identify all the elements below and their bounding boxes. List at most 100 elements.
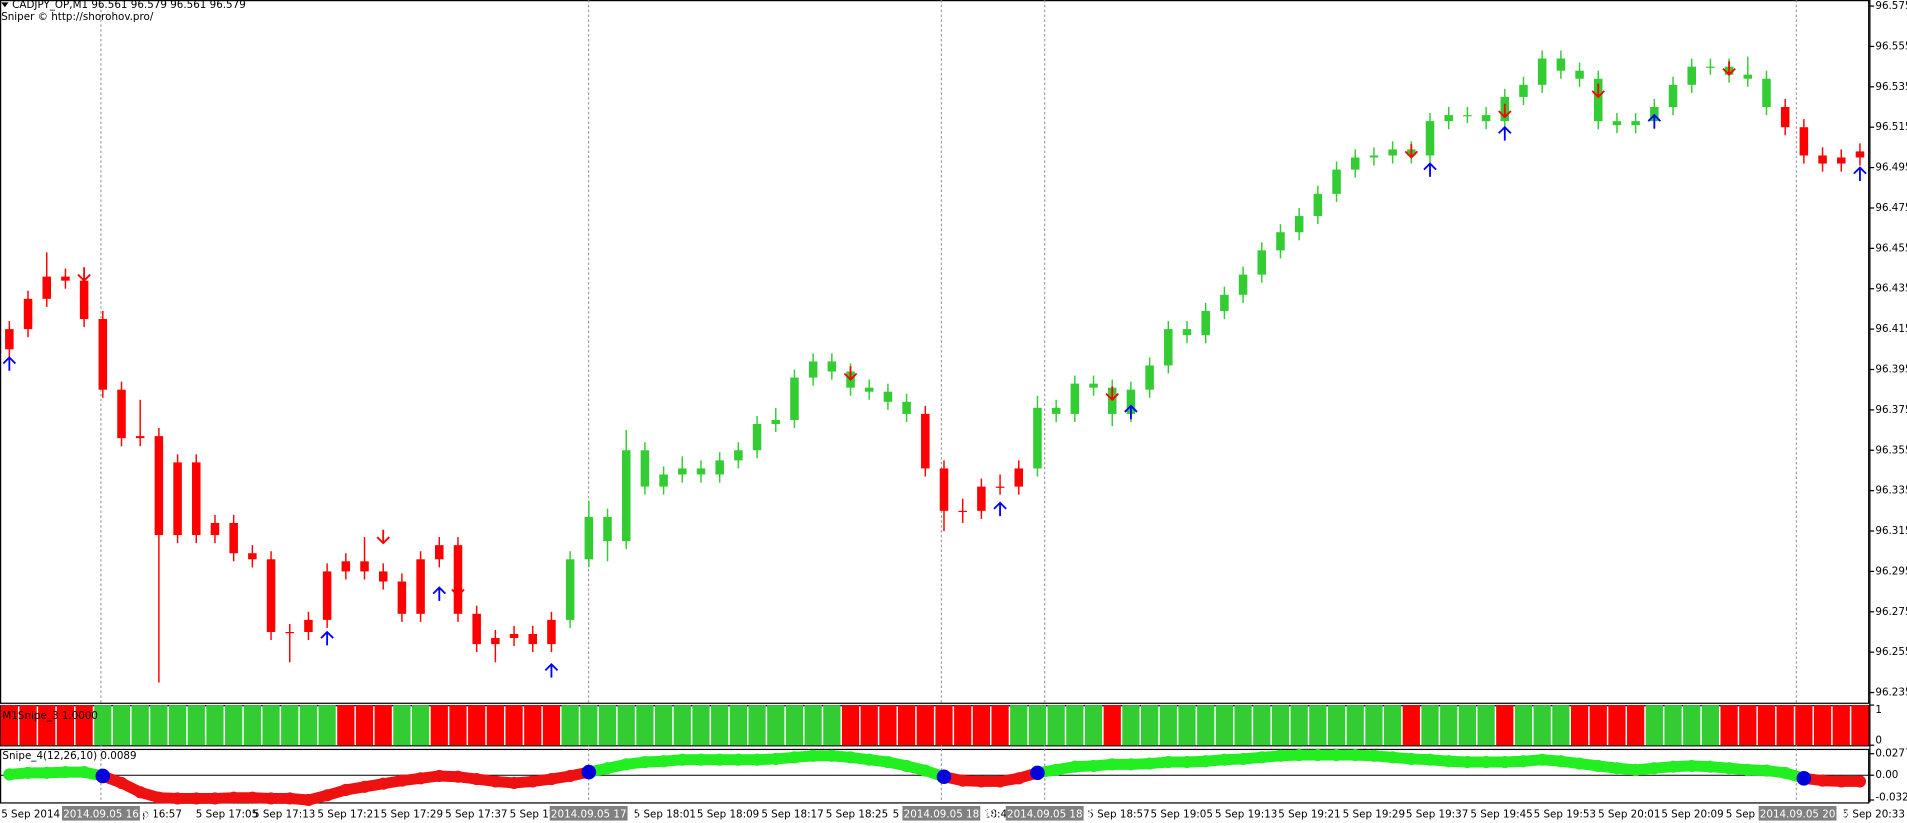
candle-body	[23, 298, 33, 330]
candle-body	[1631, 121, 1640, 126]
y-tick-label: 96.315	[1875, 525, 1907, 537]
sell-arrow	[1591, 83, 1605, 99]
chart-title: CADJPY_OP,M1 96.561 96.579 96.561 96.579	[12, 0, 246, 11]
buy-arrow	[320, 630, 334, 646]
candle-body	[827, 361, 837, 372]
histogram-bar	[954, 705, 972, 746]
histogram-bar	[243, 705, 261, 746]
oscillator-dot	[358, 780, 371, 793]
histogram-bar	[972, 705, 990, 746]
histogram-bar	[1066, 705, 1084, 746]
histogram-bar	[561, 705, 579, 746]
candle-body	[304, 619, 313, 632]
oscillator-dot	[1068, 760, 1081, 773]
histogram-bar	[38, 705, 56, 746]
oscillator-dot	[152, 791, 165, 804]
histogram-bar	[393, 705, 411, 746]
candle-body	[1481, 115, 1491, 122]
oscillator-dot	[171, 792, 184, 805]
candle-body	[883, 391, 893, 402]
candle-body	[135, 436, 145, 439]
histogram-bar	[841, 705, 860, 746]
y-tick-label: 96.435	[1875, 283, 1907, 295]
candle-body	[1519, 84, 1528, 97]
candle-body	[1089, 383, 1098, 388]
y-tick-label: 96.555	[1875, 40, 1907, 52]
oscillator-dot	[769, 752, 782, 766]
x-tick-label: 5 Sep 18:01	[634, 808, 696, 820]
y-tick-label: 96.455	[1875, 242, 1907, 254]
y-tick-label: 96.475	[1875, 202, 1907, 214]
oscillator-dot	[1162, 755, 1175, 769]
candle-body	[192, 462, 201, 536]
sell-arrow	[1722, 61, 1736, 76]
oscillator-dot	[1367, 749, 1381, 762]
candle-body	[808, 361, 818, 378]
y-tick-label: 0	[1875, 734, 1882, 746]
oscillator-dot	[1573, 757, 1586, 770]
histogram-bar	[1271, 705, 1290, 746]
candle-body	[79, 280, 89, 320]
histogram-bar	[337, 705, 355, 746]
candle-body	[603, 516, 612, 542]
candle-body	[1276, 232, 1285, 251]
histogram-bar	[1215, 705, 1234, 746]
candle-body	[1556, 58, 1566, 71]
oscillator-dot	[1087, 759, 1100, 772]
histogram-bar	[1197, 705, 1215, 746]
x-tick-label: 5 Sep 2	[1726, 808, 1765, 820]
indicator-title: Snipe_4(12,26,10) 0.0089	[2, 750, 136, 762]
y-tick-label: 0.0277	[1875, 748, 1907, 760]
time-marker-box	[902, 805, 981, 821]
histogram-bar	[1776, 705, 1794, 746]
oscillator-dot	[1218, 753, 1231, 766]
histogram-bar	[411, 705, 430, 746]
candle-body	[1837, 157, 1846, 164]
oscillator-dot	[21, 766, 35, 779]
histogram-bar	[636, 705, 654, 746]
histogram-bar	[916, 705, 934, 746]
oscillator-dot	[1480, 755, 1493, 769]
histogram-bar	[692, 705, 710, 746]
candle-body	[98, 319, 108, 390]
x-tick-label: 5 Sep 20:09	[1661, 808, 1723, 820]
y-tick-label: 96.235	[1875, 687, 1907, 699]
candle-body	[1593, 78, 1603, 122]
oscillator-dot	[1461, 755, 1474, 769]
histogram-bar	[1346, 705, 1364, 746]
candle-body	[229, 522, 238, 554]
oscillator-dot	[1106, 758, 1119, 771]
candle-body	[1575, 70, 1584, 79]
histogram-bar	[711, 705, 729, 746]
oscillator-dot	[825, 749, 838, 762]
candle-body	[210, 522, 220, 536]
buy-arrow	[993, 501, 1007, 517]
oscillator-dot	[1629, 763, 1642, 776]
time-marker-label: 2014.09.05 17:55	[551, 808, 643, 820]
x-tick-label: 5 Sep 19:45	[1470, 808, 1532, 820]
candle-body	[285, 631, 294, 634]
histogram-bar	[1589, 705, 1607, 746]
candle-body	[1014, 468, 1024, 487]
x-tick-label: 5 Sep 17:37	[445, 808, 507, 820]
oscillator-dot	[1293, 748, 1306, 762]
candle-body	[921, 413, 930, 469]
candle-body	[378, 571, 388, 582]
oscillator-dot	[395, 774, 408, 787]
histogram-bar	[1813, 705, 1832, 746]
candle-body	[864, 387, 874, 392]
y-tick-label: 96.535	[1875, 81, 1907, 93]
histogram-bar	[1141, 705, 1159, 746]
candle-body	[1687, 66, 1696, 85]
cross-dot	[936, 769, 952, 785]
candle-body	[715, 460, 724, 475]
chart-subtitle: Sniper © http://shorohov.pro/	[1, 11, 154, 23]
oscillator-dot	[993, 775, 1007, 788]
candle-body	[173, 462, 182, 536]
x-tick-label: 5	[893, 808, 900, 820]
candle-body	[1706, 66, 1715, 68]
buy-arrow	[2, 356, 17, 371]
oscillator-dot	[3, 768, 16, 781]
time-marker-label: 2014.09.05 20:26	[1760, 808, 1852, 820]
